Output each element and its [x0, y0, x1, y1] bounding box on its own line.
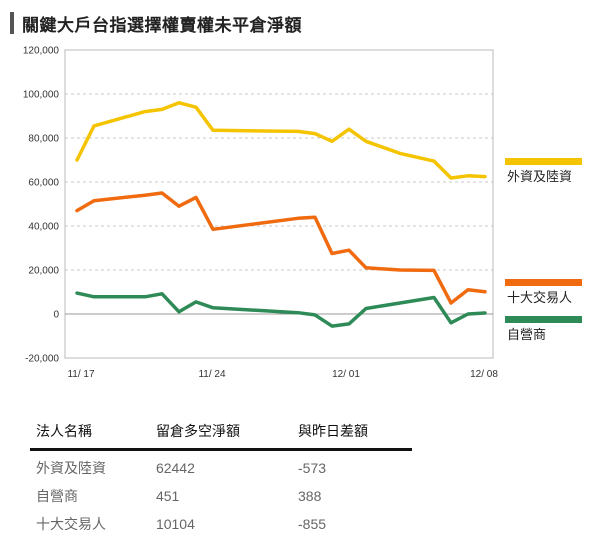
legend-label: 自營商 [507, 328, 546, 343]
y-tick-label: 0 [53, 310, 59, 321]
table-row: 十大交易人 10104 -855 [30, 507, 412, 535]
row-name: 外資及陸資 [36, 461, 106, 477]
row-name: 自營商 [36, 489, 78, 505]
series-line-2 [75, 191, 487, 305]
y-axis: -20,000 0 20,000 40,000 60,000 80,000 100,000 1… [23, 46, 60, 365]
row-net: 451 [155, 488, 180, 504]
legend-label: 外資及陸資 [507, 169, 572, 185]
table-header-row: 法人名稱 留倉多空淨額 與昨日差額 [30, 420, 412, 451]
x-tick-label: 11/ 17 [67, 369, 94, 380]
y-tick-label: 40,000 [28, 222, 59, 233]
y-tick-label: 80,000 [28, 134, 59, 145]
row-diff: -855 [298, 516, 327, 532]
row-net: 62442 [155, 460, 195, 476]
x-tick-label: 11/ 24 [198, 369, 225, 380]
legend-swatch [505, 279, 582, 286]
header-net: 留倉多空淨額 [149, 420, 293, 451]
table-row: 外資及陸資 62442 -573 [30, 450, 412, 480]
series-line-3 [75, 291, 487, 328]
plot-frame [64, 49, 494, 359]
row-diff: -573 [298, 460, 327, 476]
table-row: 自營商 451 388 [30, 479, 412, 507]
row-diff: 388 [298, 488, 322, 504]
line-chart: -20,000 0 20,000 40,000 60,000 80,000 100,000 1… [23, 46, 582, 380]
y-tick-label: 60,000 [28, 178, 59, 189]
title-bar: 關鍵大戶台指選擇權賣權未平倉淨額 [10, 10, 302, 36]
legend-label: 十大交易人 [507, 290, 572, 306]
chart-title: 關鍵大戶台指選擇權賣權未平倉淨額 [22, 15, 302, 36]
series-line-1 [75, 101, 487, 180]
header-diff: 與昨日差額 [292, 420, 412, 451]
y-tick-label: 120,000 [23, 46, 60, 57]
y-tick-label: 100,000 [23, 90, 60, 101]
y-tick-label: -20,000 [25, 354, 59, 365]
legend-swatch [505, 316, 582, 323]
x-tick-label: 12/ 08 [470, 369, 498, 380]
header-name: 法人名稱 [30, 420, 150, 451]
row-name: 十大交易人 [36, 517, 106, 533]
legend-swatch [505, 158, 582, 165]
series-lines [75, 101, 487, 328]
x-tick-label: 12/ 01 [332, 369, 360, 380]
row-net: 10104 [155, 516, 195, 532]
y-tick-label: 20,000 [28, 266, 59, 277]
x-axis: 11/ 17 11/ 24 12/ 01 12/ 08 [67, 369, 498, 380]
summary-table: 法人名稱 留倉多空淨額 與昨日差額 外資及陸資 62442 -573 自營商 4… [30, 420, 412, 535]
title-marker [10, 12, 14, 34]
